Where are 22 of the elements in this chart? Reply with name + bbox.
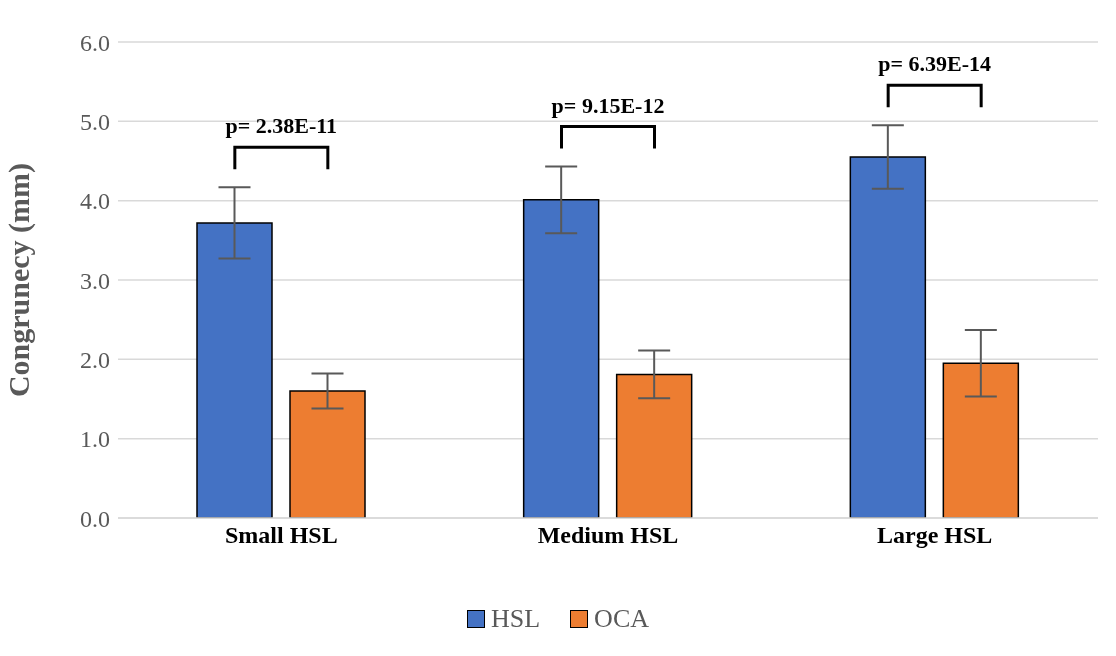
legend-label: HSL: [490, 604, 541, 634]
annotation: p= 6.39E-14: [878, 51, 992, 77]
bar: [942, 362, 1020, 518]
bar: [289, 390, 366, 518]
bar: [522, 199, 600, 518]
y-tick-label: 3.0: [80, 267, 110, 294]
y-axis-title: Congrunecy (mm): [1, 162, 36, 398]
y-tick-label: 1.0: [80, 426, 110, 453]
x-tick-label: Large HSL: [876, 522, 993, 549]
legend-label: OCA: [594, 604, 650, 634]
annotation: p= 2.38E-11: [225, 113, 338, 139]
y-tick-label: 6.0: [80, 29, 110, 56]
y-tick-label: 4.0: [80, 188, 110, 215]
y-tick-label: 0.0: [80, 505, 110, 532]
annotation: p= 9.15E-12: [551, 92, 665, 118]
bar: [849, 156, 927, 518]
x-tick-label: Medium HSL: [537, 522, 679, 549]
bar: [196, 222, 273, 518]
bar: [615, 373, 693, 518]
x-tick-label: Small HSL: [224, 522, 338, 549]
y-tick-label: 2.0: [80, 346, 110, 373]
y-tick-label: 5.0: [80, 108, 110, 135]
